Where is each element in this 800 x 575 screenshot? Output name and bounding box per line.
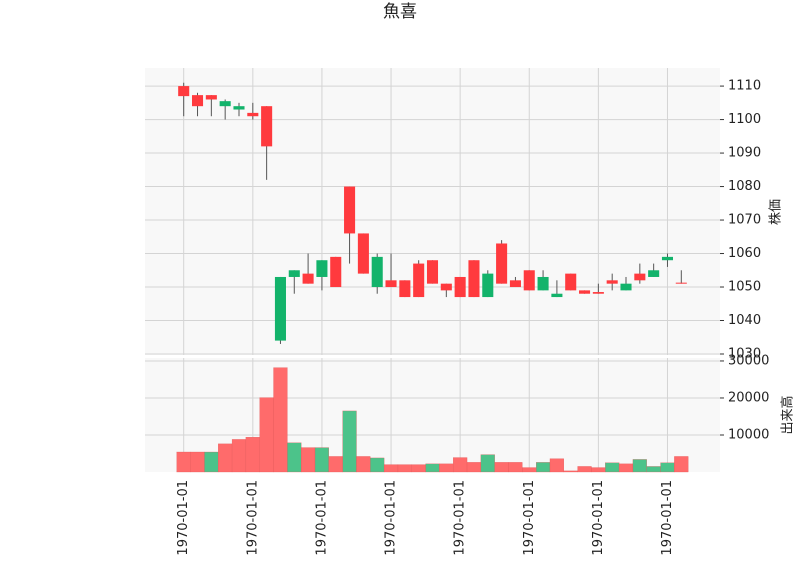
candle-body xyxy=(399,280,411,298)
x-tick-label: 1970-01-01 xyxy=(453,480,468,556)
volume-bar xyxy=(356,456,371,473)
volume-bar xyxy=(618,463,634,473)
candle-body xyxy=(537,276,549,291)
candle-body xyxy=(178,86,190,97)
volume-bar xyxy=(605,462,620,473)
candle-body xyxy=(661,256,674,261)
volume-bar xyxy=(536,462,551,473)
volume-bar xyxy=(328,456,343,473)
volume-bar xyxy=(245,437,260,473)
candle-body xyxy=(620,283,632,291)
candle-body xyxy=(579,290,591,294)
candle-body xyxy=(523,270,535,291)
volume-axis-label: 出来高 xyxy=(780,395,796,434)
candle-body xyxy=(247,112,259,117)
volume-bar xyxy=(563,470,578,473)
y-tick-label: 1070 xyxy=(728,213,761,228)
candle-body xyxy=(440,283,452,291)
candle-body xyxy=(344,186,356,234)
x-tick-label: 1970-01-01 xyxy=(660,480,675,556)
candle-body xyxy=(509,280,521,288)
volume-bar xyxy=(660,462,675,473)
volume-bar xyxy=(425,463,440,473)
volume-bar xyxy=(370,457,385,473)
volume-bar xyxy=(218,443,233,473)
chart-title: 魚喜 xyxy=(383,2,417,22)
candle-body xyxy=(219,101,231,107)
candle-body xyxy=(371,256,383,288)
y-tick-label: 1080 xyxy=(728,179,761,194)
x-tick-label: 1970-01-01 xyxy=(522,480,537,556)
volume-bar xyxy=(273,367,288,473)
candle-body xyxy=(565,273,577,291)
volume-bar xyxy=(646,466,661,473)
x-tick-label: 1970-01-01 xyxy=(314,480,329,556)
candle-body xyxy=(592,292,604,294)
volume-bar xyxy=(176,451,191,473)
volume-bar xyxy=(314,447,329,473)
y-tick-label: 1050 xyxy=(728,280,761,295)
volume-tick-label: 30000 xyxy=(728,353,769,368)
candle-body xyxy=(261,106,273,147)
x-tick-label: 1970-01-01 xyxy=(245,480,260,556)
candle-body xyxy=(468,260,480,298)
y-tick-label: 1060 xyxy=(728,246,761,261)
candle-body xyxy=(316,260,328,277)
volume-bar xyxy=(342,410,357,473)
candle-body xyxy=(233,106,245,110)
volume-bar xyxy=(494,462,509,473)
candle-body xyxy=(634,273,646,281)
candle-body xyxy=(648,270,660,277)
y-tick-label: 1110 xyxy=(728,79,761,94)
volume-bar xyxy=(591,467,606,473)
volume-bar xyxy=(287,442,302,473)
x-tick-label: 1970-01-01 xyxy=(591,480,606,556)
volume-bar xyxy=(397,464,412,473)
candle-body xyxy=(385,280,397,288)
volume-bar xyxy=(190,451,205,473)
y-axis-label: 株価 xyxy=(769,199,784,225)
candle-body xyxy=(288,270,300,277)
candle-body xyxy=(551,293,563,298)
candle-body xyxy=(330,256,342,288)
volume-bar xyxy=(508,462,523,473)
y-tick-label: 1040 xyxy=(728,313,761,328)
candle-body xyxy=(274,276,286,341)
volume-bar xyxy=(259,397,274,473)
y-tick-label: 1090 xyxy=(728,146,761,161)
price-panel xyxy=(145,68,720,355)
candle-body xyxy=(426,260,439,284)
candle-body xyxy=(191,95,204,107)
volume-bar xyxy=(549,458,564,473)
candle-body xyxy=(357,233,369,274)
volume-bar xyxy=(204,451,219,473)
x-tick-label: 1970-01-01 xyxy=(384,480,399,556)
volume-tick-label: 10000 xyxy=(728,427,769,442)
volume-bar xyxy=(522,467,537,473)
volume-bar xyxy=(632,459,647,473)
volume-bar xyxy=(577,466,592,473)
candle-body xyxy=(454,276,466,298)
volume-bar xyxy=(674,456,689,473)
candle-body xyxy=(606,280,618,284)
volume-bar xyxy=(411,464,426,473)
volume-bar xyxy=(466,462,482,473)
candle-body xyxy=(496,243,508,284)
candle-body xyxy=(675,282,687,284)
volume-bar xyxy=(453,457,468,473)
candle-body xyxy=(482,273,494,298)
volume-bar xyxy=(480,454,495,473)
candle-body xyxy=(413,263,425,298)
volume-bar xyxy=(231,439,247,473)
volume-tick-label: 20000 xyxy=(728,390,769,405)
volume-bar xyxy=(439,463,454,473)
x-tick-label: 1970-01-01 xyxy=(176,480,191,556)
volume-bar xyxy=(301,447,316,473)
y-tick-label: 1100 xyxy=(728,112,761,127)
candle-body xyxy=(302,273,314,284)
y-tick-label: 1030 xyxy=(728,346,761,361)
candle-body xyxy=(205,95,217,100)
volume-bar xyxy=(383,464,399,473)
